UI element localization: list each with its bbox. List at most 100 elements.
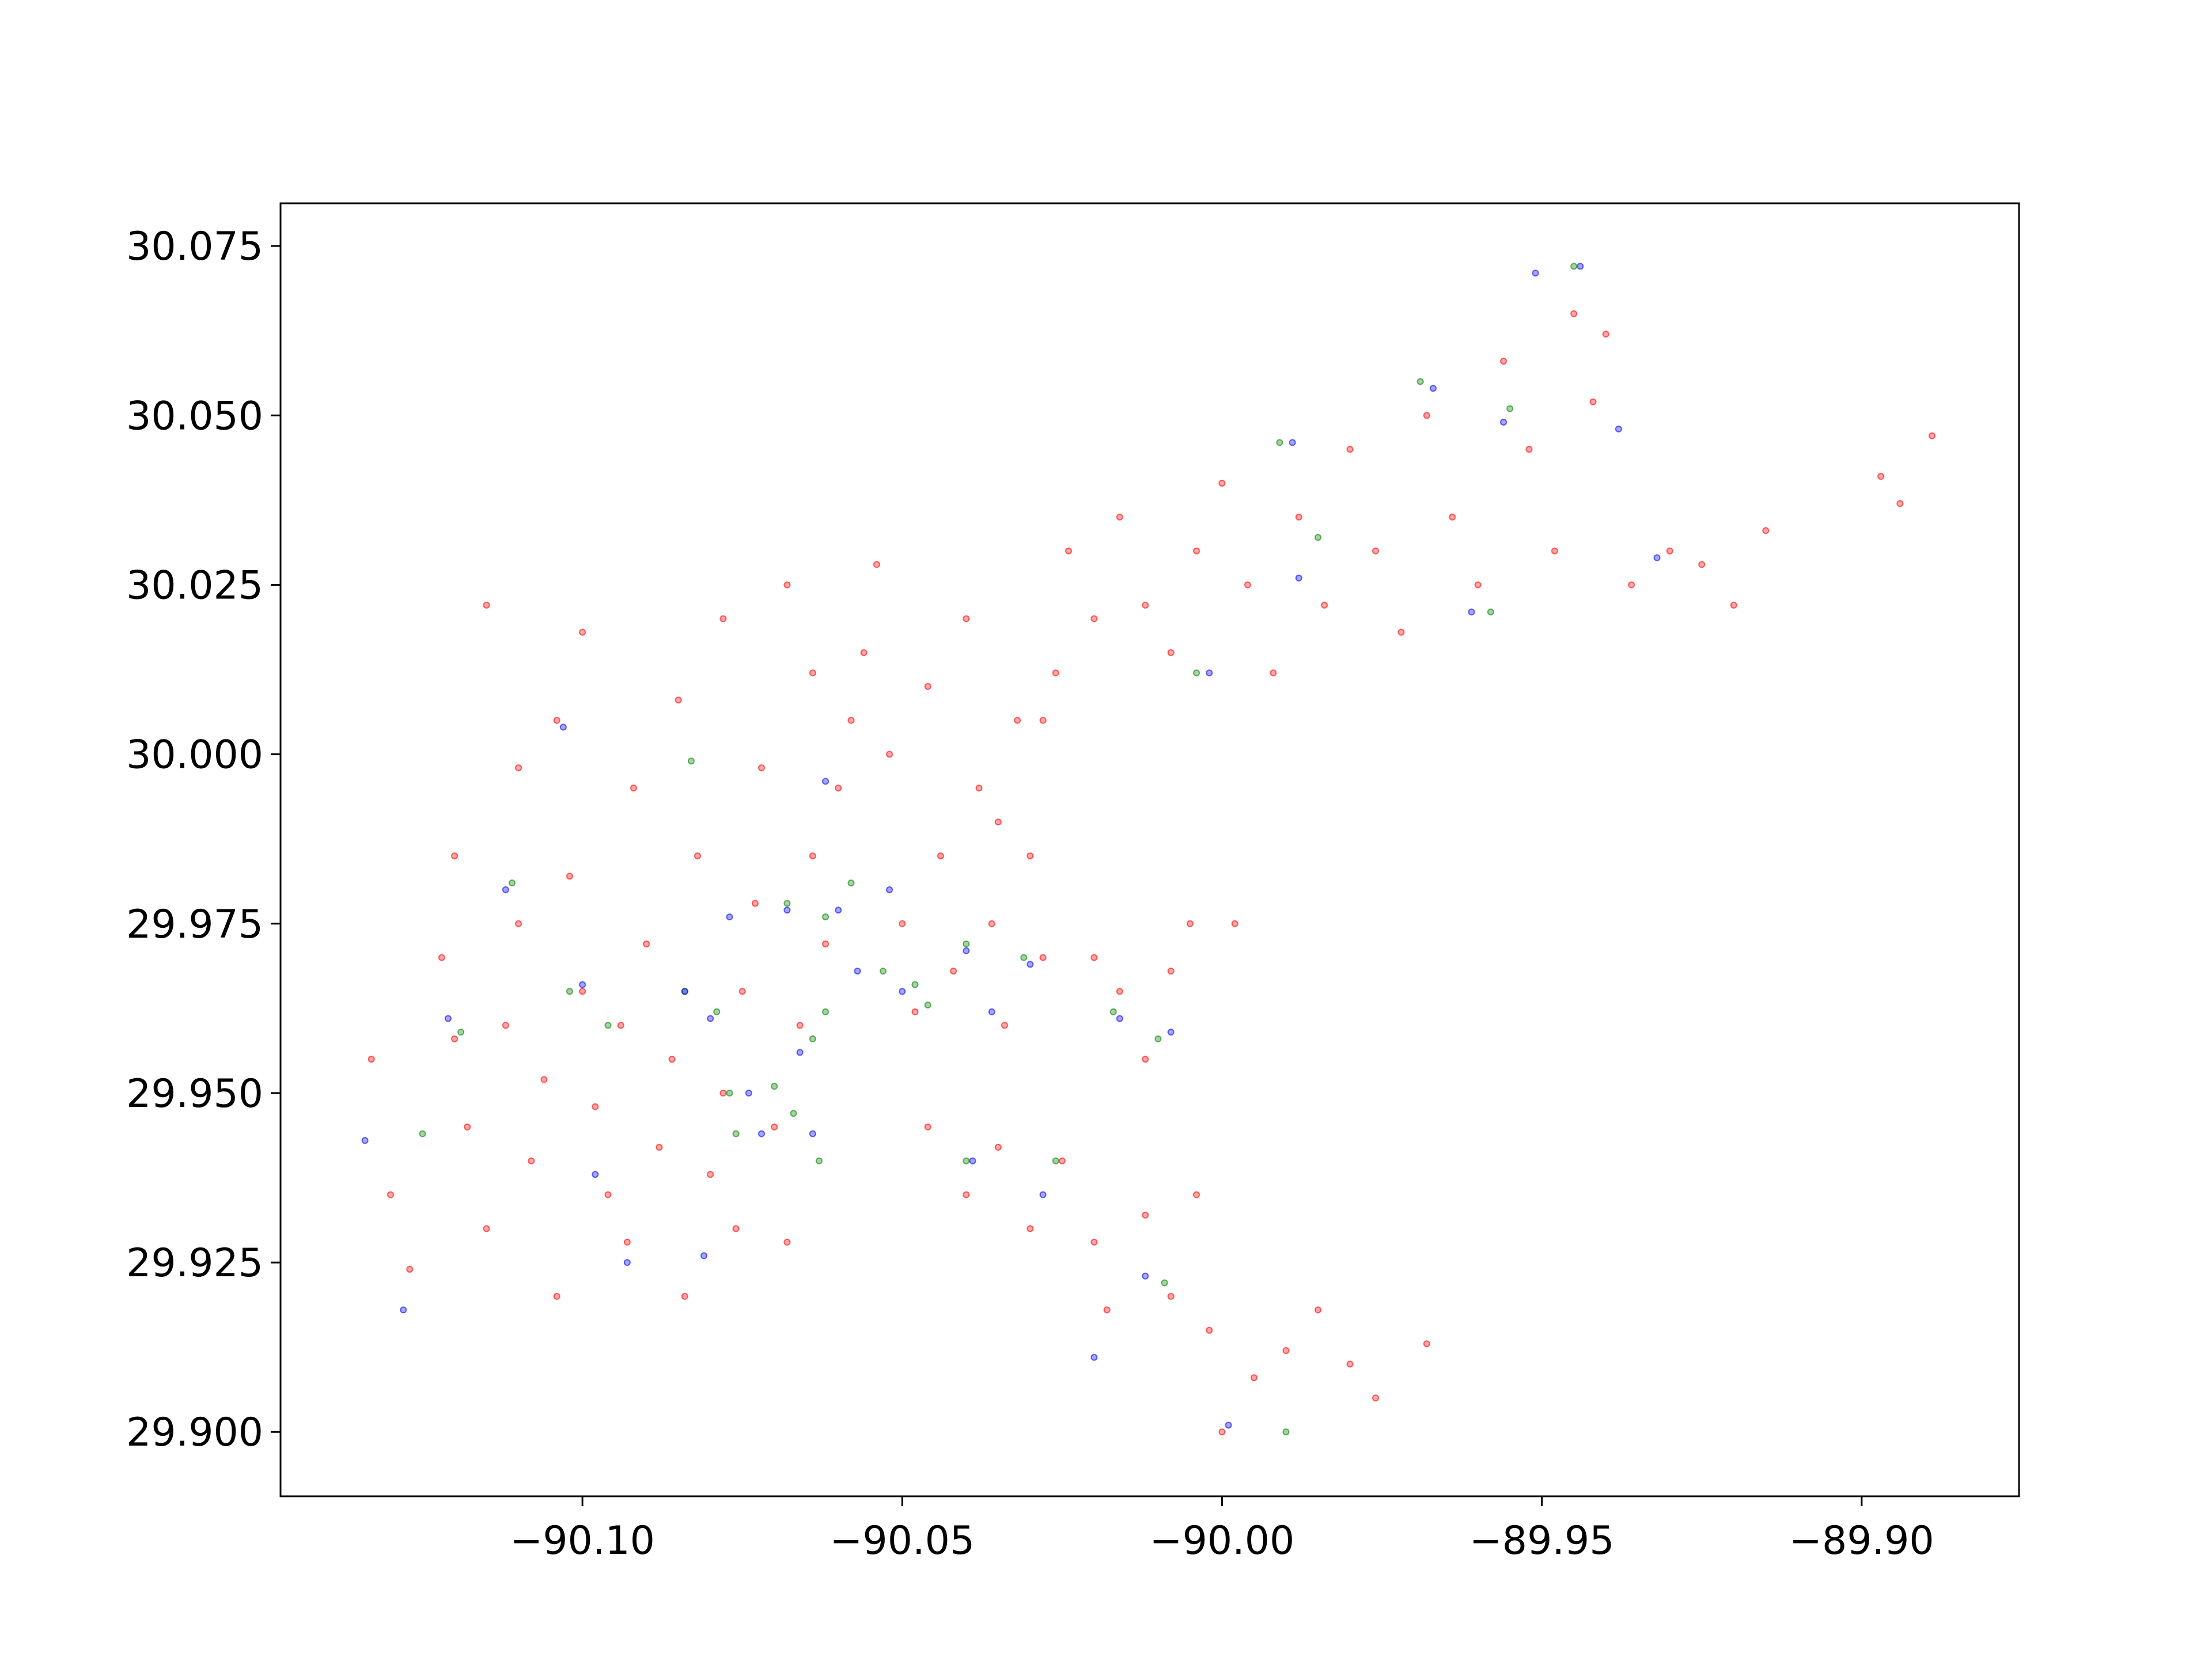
point bbox=[796, 1022, 804, 1029]
point bbox=[975, 784, 983, 792]
point bbox=[1730, 601, 1737, 609]
point bbox=[604, 1022, 612, 1029]
point bbox=[1666, 547, 1673, 555]
point bbox=[515, 764, 522, 772]
point bbox=[604, 1191, 612, 1199]
point bbox=[1167, 1029, 1175, 1036]
point bbox=[694, 852, 701, 860]
x-tick-label: −90.00 bbox=[1150, 1518, 1295, 1564]
point bbox=[963, 1157, 970, 1165]
point bbox=[822, 778, 830, 785]
point bbox=[1116, 1015, 1123, 1022]
point bbox=[361, 1137, 369, 1144]
point bbox=[592, 1171, 599, 1178]
point bbox=[1295, 513, 1302, 521]
point bbox=[899, 920, 906, 927]
point bbox=[1282, 1347, 1290, 1355]
point bbox=[508, 879, 516, 887]
point bbox=[911, 981, 919, 988]
point bbox=[1315, 534, 1322, 541]
point bbox=[1039, 1191, 1047, 1199]
y-tick-label: 29.975 bbox=[126, 902, 263, 947]
point bbox=[1423, 1340, 1430, 1348]
point bbox=[783, 581, 791, 589]
point bbox=[419, 1130, 426, 1137]
point bbox=[822, 941, 830, 948]
point bbox=[1500, 419, 1508, 426]
point bbox=[1090, 954, 1098, 961]
point bbox=[796, 1049, 804, 1056]
point bbox=[726, 1089, 733, 1097]
point bbox=[1698, 561, 1706, 568]
point bbox=[1116, 988, 1123, 995]
point bbox=[1282, 1428, 1290, 1436]
y-tick-label: 29.925 bbox=[126, 1241, 263, 1286]
point bbox=[1020, 954, 1028, 961]
point bbox=[988, 1008, 995, 1015]
point bbox=[1142, 601, 1149, 609]
point bbox=[815, 1157, 823, 1165]
point bbox=[579, 981, 586, 988]
point bbox=[771, 1083, 778, 1090]
point bbox=[707, 1015, 714, 1022]
point bbox=[822, 913, 830, 920]
point bbox=[483, 1225, 490, 1233]
point bbox=[963, 615, 970, 623]
point bbox=[1570, 263, 1578, 270]
point bbox=[835, 784, 842, 792]
point bbox=[1877, 473, 1885, 480]
point bbox=[809, 669, 816, 677]
point bbox=[1346, 1360, 1354, 1368]
point bbox=[1116, 513, 1123, 521]
point bbox=[886, 886, 893, 893]
point bbox=[457, 1029, 465, 1036]
point bbox=[924, 1123, 931, 1131]
point bbox=[783, 900, 791, 907]
point bbox=[566, 873, 573, 880]
point bbox=[668, 1056, 676, 1063]
point bbox=[1762, 527, 1770, 534]
point bbox=[924, 682, 931, 690]
point bbox=[860, 649, 868, 657]
point bbox=[790, 1110, 797, 1117]
point bbox=[1896, 500, 1904, 507]
point bbox=[1321, 601, 1328, 609]
point bbox=[809, 1130, 816, 1137]
point bbox=[758, 1130, 766, 1137]
point bbox=[1653, 554, 1661, 562]
point bbox=[950, 968, 957, 975]
point bbox=[835, 907, 842, 914]
point bbox=[783, 907, 791, 914]
point bbox=[553, 716, 560, 724]
point bbox=[1270, 669, 1277, 677]
point bbox=[1449, 513, 1456, 521]
point bbox=[502, 1022, 509, 1029]
point bbox=[809, 1035, 816, 1042]
point bbox=[1027, 961, 1034, 968]
point bbox=[1039, 716, 1047, 724]
point bbox=[1525, 446, 1533, 453]
point bbox=[879, 968, 887, 975]
point bbox=[1532, 270, 1539, 277]
point bbox=[1928, 432, 1936, 439]
point bbox=[1206, 1326, 1213, 1334]
point bbox=[630, 784, 637, 792]
point bbox=[700, 1252, 708, 1260]
point bbox=[771, 1123, 778, 1131]
point bbox=[854, 968, 861, 975]
point bbox=[1487, 608, 1494, 616]
point bbox=[1142, 1211, 1149, 1219]
point bbox=[847, 716, 855, 724]
x-tick-label: −89.90 bbox=[1789, 1518, 1934, 1564]
x-tick-label: −90.10 bbox=[510, 1518, 655, 1564]
point bbox=[1397, 628, 1405, 636]
point bbox=[1058, 1157, 1066, 1165]
axes-frame bbox=[279, 202, 2020, 1497]
x-tick-label: −90.05 bbox=[830, 1518, 975, 1564]
point bbox=[924, 1001, 931, 1008]
point bbox=[438, 954, 445, 961]
point bbox=[540, 1076, 548, 1083]
point bbox=[745, 1089, 752, 1097]
